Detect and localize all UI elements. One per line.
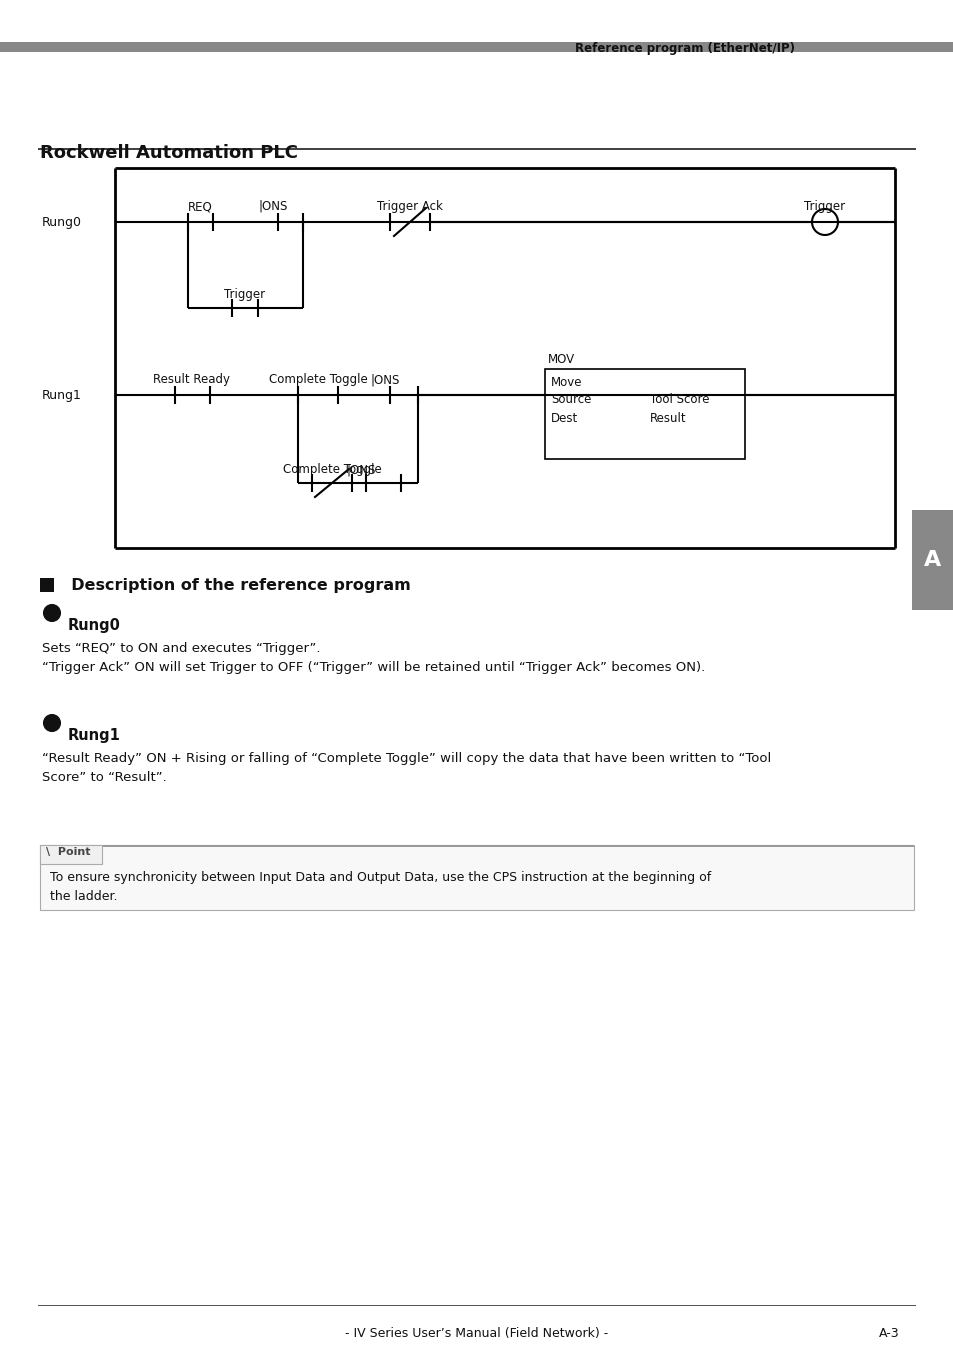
Circle shape [44,714,60,731]
Text: Trigger: Trigger [224,288,265,301]
Bar [544,369,744,460]
Text: “Trigger Ack” ON will set Trigger to OFF (“Trigger” will be retained until “Trig: “Trigger Ack” ON will set Trigger to OFF… [42,661,704,674]
Text: \  Point: \ Point [46,847,91,857]
Text: A: A [923,550,941,570]
Bar [38,1305,915,1306]
Text: A-3: A-3 [879,1326,899,1340]
Text: Move: Move [551,376,582,390]
Text: Tool Score: Tool Score [649,394,709,406]
Text: Sets “REQ” to ON and executes “Trigger”.: Sets “REQ” to ON and executes “Trigger”. [42,642,320,655]
Text: MOV: MOV [547,353,575,367]
Text: Description of the reference program: Description of the reference program [60,578,411,593]
Circle shape [44,605,60,621]
Bar [40,845,913,847]
Text: Score” to “Result”.: Score” to “Result”. [42,771,167,785]
Text: Source: Source [551,394,591,406]
Text: |ONS: |ONS [346,462,375,476]
Text: |ONS: |ONS [258,200,288,213]
Bar [40,578,54,592]
Text: Complete Toggle: Complete Toggle [282,462,381,476]
Text: Rung1: Rung1 [68,728,121,743]
Bar [40,845,913,910]
Text: Rung0: Rung0 [42,216,82,229]
Bar [0,42,953,53]
Text: Rockwell Automation PLC: Rockwell Automation PLC [40,144,297,162]
Text: Trigger Ack: Trigger Ack [376,200,442,213]
Bar [911,510,953,611]
Text: Result Ready: Result Ready [153,373,231,386]
Text: “Result Ready” ON + Rising or falling of “Complete Toggle” will copy the data th: “Result Ready” ON + Rising or falling of… [42,752,770,766]
Bar [38,147,915,150]
Text: Dest: Dest [551,412,578,425]
Text: Rung1: Rung1 [42,390,82,402]
Text: - IV Series User’s Manual (Field Network) -: - IV Series User’s Manual (Field Network… [345,1326,608,1340]
Text: REQ: REQ [188,200,213,213]
Text: To ensure synchronicity between Input Data and Output Data, use the CPS instruct: To ensure synchronicity between Input Da… [50,871,711,884]
Text: |ONS: |ONS [370,373,399,386]
Text: Trigger: Trigger [803,200,844,213]
Text: Result: Result [649,412,686,425]
Text: Rung0: Rung0 [68,617,121,634]
Text: Reference program (EtherNet/IP): Reference program (EtherNet/IP) [575,42,794,55]
Bar [40,845,102,864]
Text: the ladder.: the ladder. [50,890,117,903]
Text: Complete Toggle: Complete Toggle [269,373,367,386]
